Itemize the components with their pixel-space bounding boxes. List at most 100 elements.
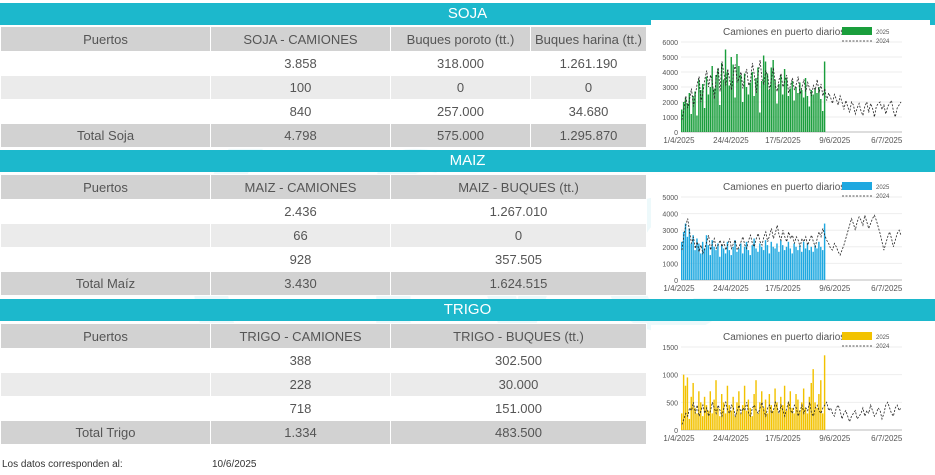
- bar: [726, 72, 729, 132]
- bar: [734, 240, 736, 280]
- bar: [823, 223, 826, 280]
- bar: [717, 243, 719, 280]
- bar: [823, 355, 826, 430]
- bar: [787, 241, 790, 280]
- bar: [707, 410, 710, 430]
- x-tick-label: 17/5/2025: [765, 136, 801, 145]
- bar: [690, 243, 692, 280]
- bar: [766, 245, 769, 280]
- bar: [722, 248, 725, 280]
- bar: [793, 243, 795, 280]
- bar: [774, 388, 776, 430]
- bar: [724, 413, 727, 430]
- bar: [755, 248, 757, 280]
- bar: [711, 240, 713, 280]
- bar: [770, 405, 772, 430]
- chart-title: Camiones en puerto diarios: [723, 27, 845, 38]
- bar: [806, 96, 809, 132]
- legend-label-2024: 2024: [876, 194, 890, 200]
- cell: 30.000: [390, 372, 647, 397]
- series-line-2024: [681, 400, 902, 425]
- y-tick-label: 3000: [662, 85, 678, 92]
- bar: [719, 416, 721, 430]
- bar: [812, 94, 814, 132]
- bar: [757, 67, 759, 132]
- x-tick-label: 6/7/2025: [871, 434, 903, 443]
- chart-soja: Camiones en puerto diarios 0 1000 2000 3000 4…: [651, 20, 930, 150]
- bar: [808, 106, 811, 132]
- bar: [751, 72, 753, 132]
- bar: [795, 87, 797, 132]
- cell: 318.000: [390, 51, 531, 76]
- bar: [755, 78, 757, 132]
- bar: [818, 87, 820, 132]
- bar: [787, 96, 790, 132]
- bar: [707, 245, 710, 280]
- bar: [703, 248, 706, 280]
- y-tick-label: 0: [674, 428, 678, 435]
- bar: [761, 391, 763, 430]
- bar: [783, 250, 786, 280]
- bar: [686, 377, 689, 430]
- bar: [726, 241, 729, 280]
- table-trigo: Puertos TRIGO - CAMIONES TRIGO - BUQUES …: [0, 323, 647, 445]
- cell: [0, 51, 211, 76]
- bar: [810, 90, 812, 132]
- bar: [753, 394, 755, 430]
- bar: [812, 369, 814, 430]
- bar: [816, 407, 818, 430]
- bar: [730, 57, 732, 132]
- bar: [719, 105, 721, 132]
- bar: [688, 228, 691, 280]
- bar: [764, 399, 767, 430]
- bar: [692, 235, 694, 280]
- bar: [751, 245, 753, 280]
- bar: [789, 248, 792, 280]
- bar: [751, 416, 753, 430]
- bar: [703, 108, 706, 132]
- bar: [764, 240, 767, 280]
- bar: [766, 73, 769, 132]
- total-label: Total Soja: [0, 123, 211, 148]
- bar: [795, 394, 797, 430]
- bar: [799, 410, 801, 430]
- bar: [759, 112, 761, 132]
- legend-label-2025: 2025: [876, 30, 890, 36]
- x-tick-label: 24/4/2025: [713, 136, 749, 145]
- bar: [801, 90, 803, 132]
- legend-label-2025: 2025: [876, 185, 890, 191]
- cell: 228: [210, 372, 391, 397]
- bar: [684, 385, 687, 430]
- bar: [722, 402, 725, 430]
- y-tick-label: 4000: [662, 70, 678, 77]
- bar: [804, 78, 807, 132]
- bar: [762, 250, 765, 280]
- table-header: Puertos TRIGO - CAMIONES TRIGO - BUQUES …: [0, 323, 647, 349]
- bar: [730, 255, 732, 280]
- bar: [728, 405, 731, 430]
- bar: [757, 251, 759, 280]
- bar: [768, 394, 771, 430]
- bar: [747, 399, 750, 430]
- table-row: 718 151.000: [0, 396, 647, 421]
- bar: [688, 93, 691, 132]
- bar: [682, 231, 685, 280]
- bar: [804, 248, 807, 280]
- footer-date: 10/6/2025: [212, 459, 257, 470]
- cell: 388: [210, 348, 391, 373]
- bar: [797, 93, 799, 132]
- bar: [783, 69, 786, 132]
- header-cell: MAIZ - BUQUES (tt.): [390, 174, 647, 200]
- x-tick-label: 1/4/2025: [663, 284, 695, 293]
- cell: 3.858: [210, 51, 391, 76]
- bar: [721, 63, 723, 132]
- bar: [755, 380, 757, 430]
- bar: [776, 103, 778, 132]
- bar: [694, 407, 696, 430]
- bar: [747, 250, 750, 280]
- x-tick-label: 1/4/2025: [663, 136, 695, 145]
- bar: [688, 418, 691, 430]
- cell: 2.436: [210, 199, 391, 224]
- bar: [772, 410, 774, 430]
- bar: [821, 250, 824, 280]
